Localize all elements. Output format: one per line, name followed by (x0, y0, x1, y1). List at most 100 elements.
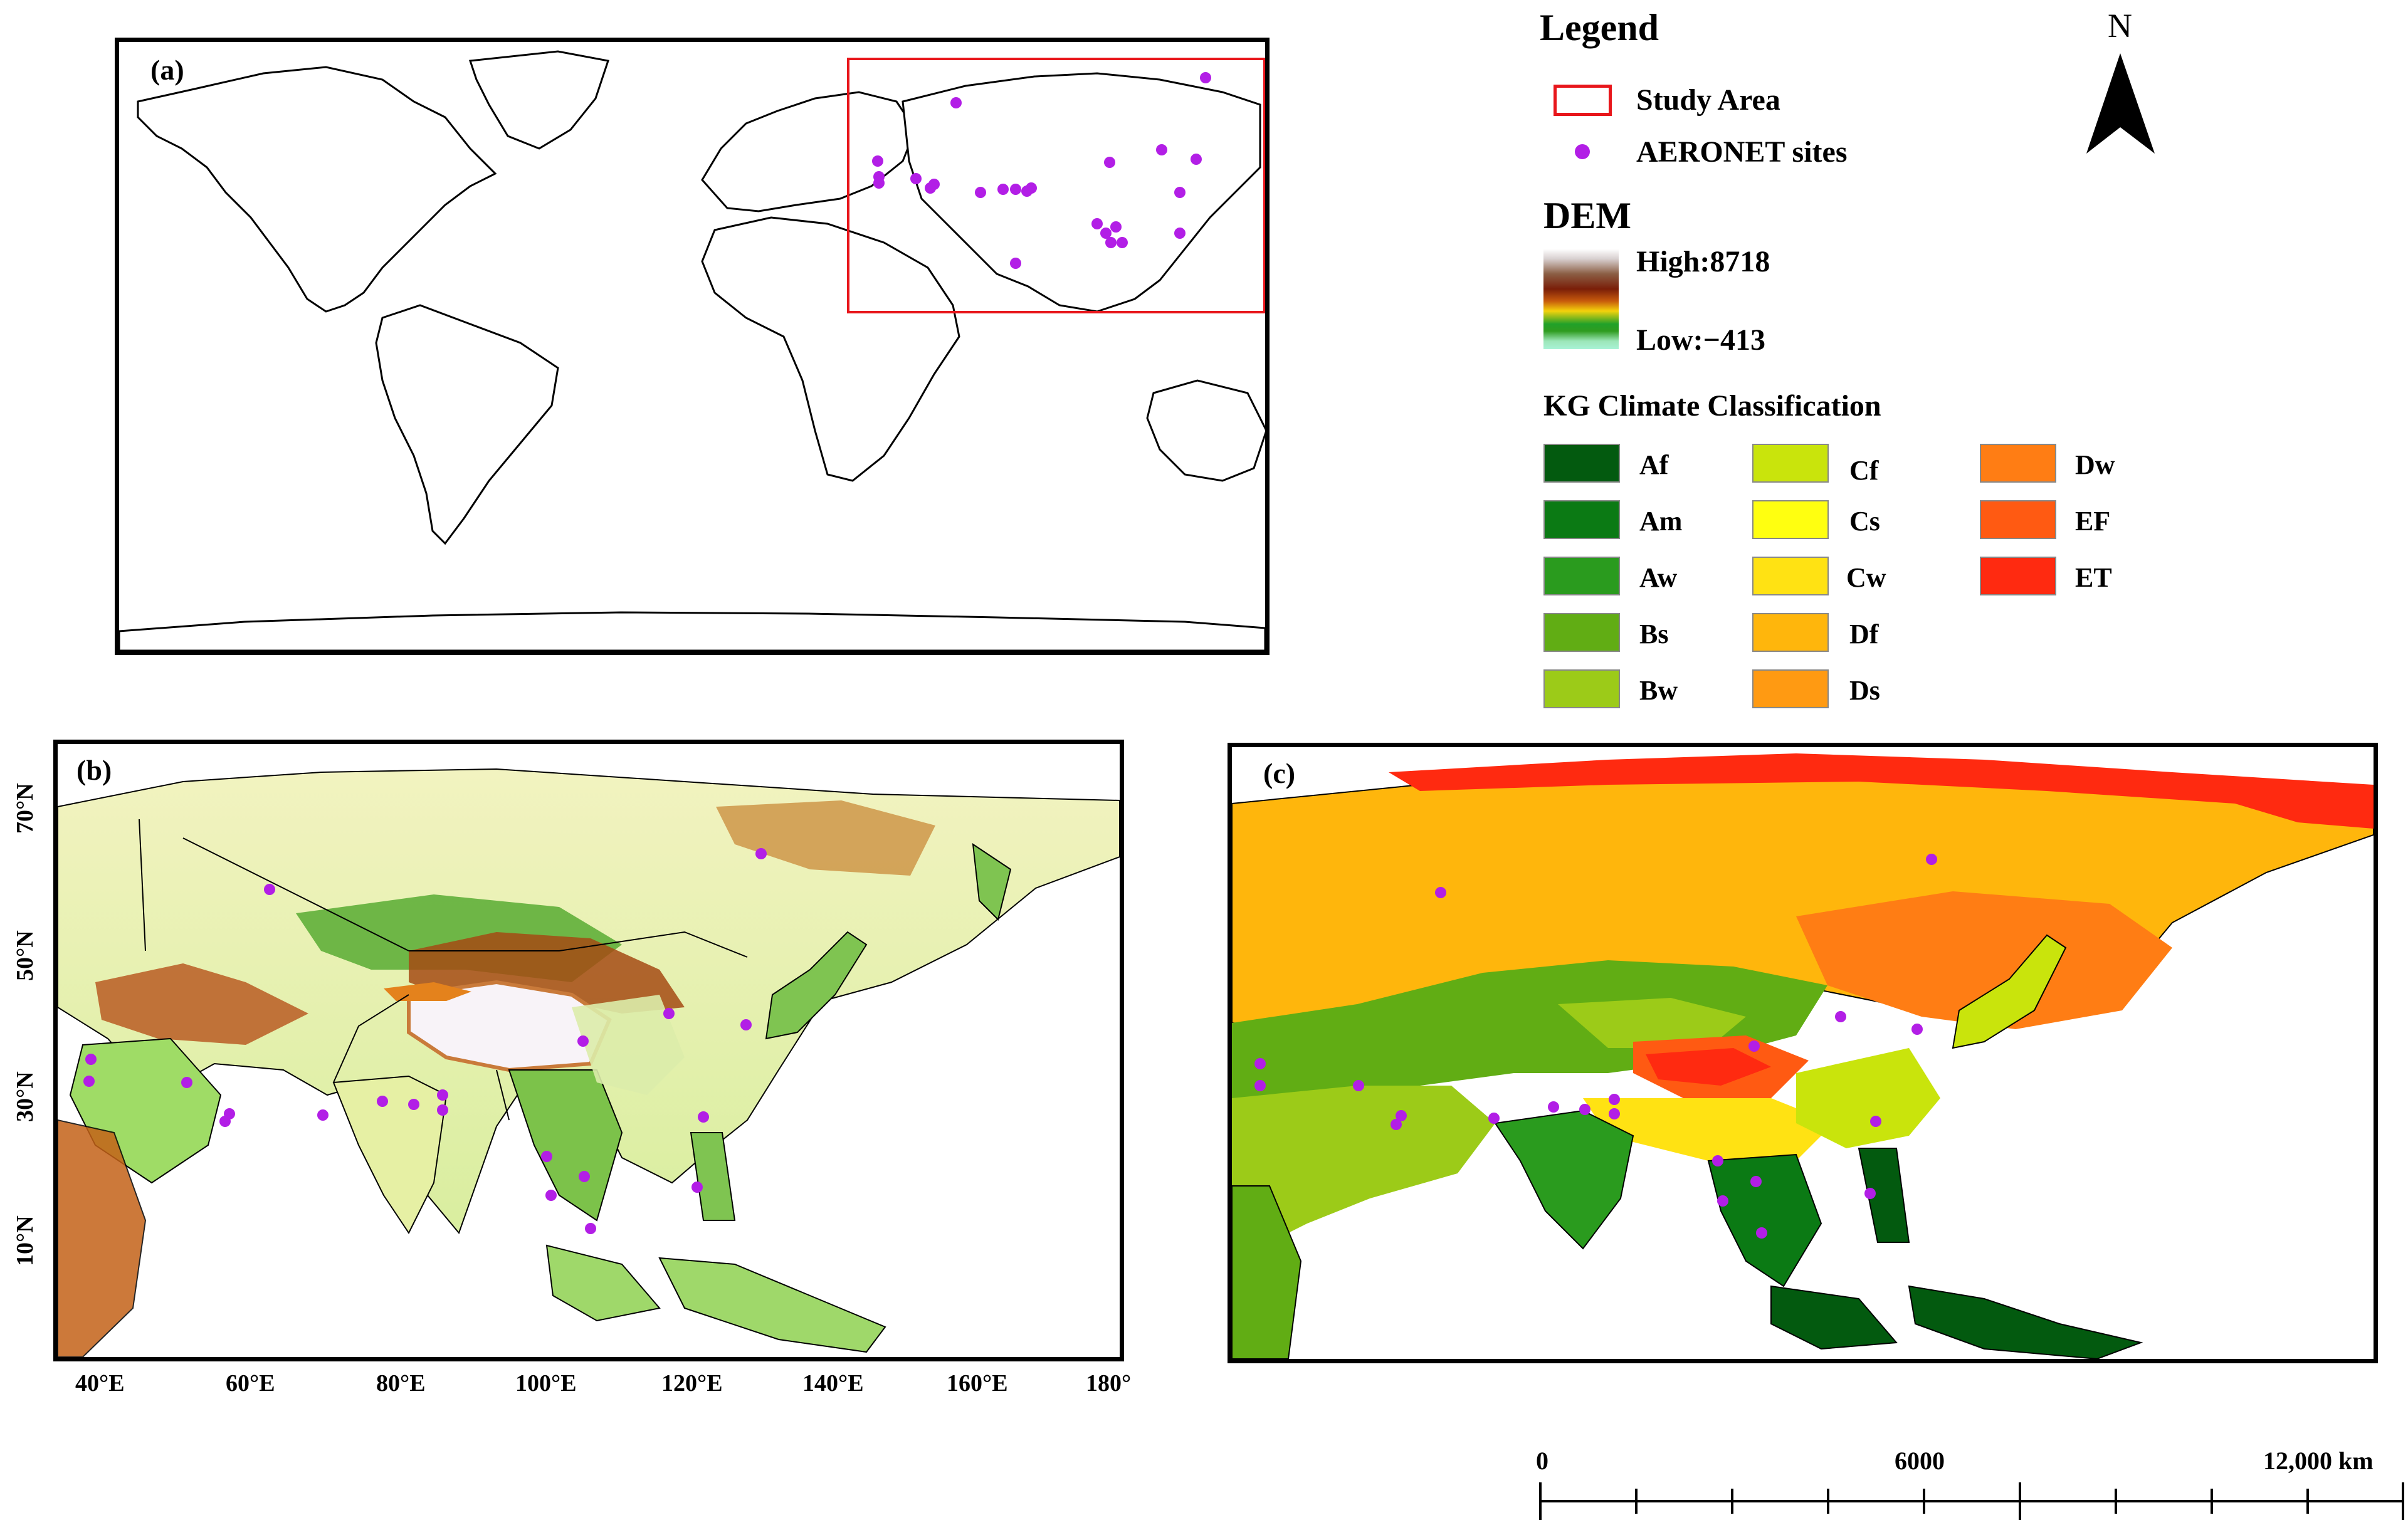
climate-af-indonesia-b (1908, 1285, 2143, 1359)
north-label: N (2108, 7, 2132, 45)
middle-east-mountains (95, 963, 308, 1045)
kg-label-aw: Aw (1639, 562, 1678, 593)
kg-swatch-dw (1980, 444, 2056, 483)
scale-label-0: 0 (1536, 1447, 1548, 1475)
kg-swatch-et (1980, 557, 2056, 595)
panel-b-label: (b) (76, 754, 112, 786)
kg-label-af: Af (1639, 449, 1669, 480)
kg-swatch-bs (1543, 613, 1620, 652)
kg-swatch-aw (1543, 557, 1620, 595)
japan (765, 931, 868, 1040)
study-area-rect (847, 58, 1265, 313)
asia (902, 72, 1261, 313)
climate-aw-india (1494, 1109, 1634, 1250)
dem-low-label: Low:−413 (1636, 323, 1766, 357)
climate-af-indonesia-a (1770, 1285, 1898, 1350)
scale-bar-line (1539, 1482, 2404, 1520)
kg-swatch-am (1543, 500, 1620, 539)
x-tick: 100°E (515, 1370, 577, 1397)
kg-swatch-af (1543, 444, 1620, 483)
climate-bw-central (1558, 998, 1746, 1048)
dem-map-svg (58, 768, 1120, 1357)
kg-label-ef: EF (2075, 506, 2111, 537)
climate-cf (1796, 1048, 1940, 1148)
kg-swatch-bw (1543, 669, 1620, 708)
x-tick: 60°E (226, 1370, 275, 1397)
kg-label-cw: Cw (1846, 562, 1886, 593)
aeronet-swatch (1575, 144, 1590, 159)
climate-et-arctic (1389, 753, 2374, 829)
antarctica (119, 611, 1265, 651)
aeronet-sites-c (1254, 854, 1937, 1239)
kg-label-et: ET (2075, 562, 2112, 593)
study-area-swatch (1554, 85, 1612, 116)
climate-africa (1232, 1185, 1302, 1359)
legend-title: Legend (1540, 7, 1659, 48)
aeronet-sites-a (872, 72, 1211, 269)
kg-swatch-df (1752, 613, 1829, 652)
x-tick: 180° (1086, 1370, 1132, 1397)
south-america (375, 304, 559, 545)
kg-swatch-cw (1752, 557, 1829, 595)
climate-map-svg (1232, 753, 2374, 1359)
kg-swatch-cs (1752, 500, 1829, 539)
kamchatka (972, 842, 1012, 921)
greenland (468, 50, 609, 150)
india (332, 1075, 448, 1234)
africa-horn (58, 1119, 147, 1357)
dem-map-panel: (b) (53, 740, 1124, 1361)
dem-gradient (1543, 249, 1619, 349)
panel-a-label: (a) (150, 54, 184, 86)
east-siberia-mtn (716, 800, 935, 876)
scale-label-6000: 6000 (1895, 1447, 1945, 1475)
scale-label-12000: 12,000 km (2263, 1447, 2374, 1475)
indonesia-a (545, 1244, 661, 1322)
dem-high-label: High:8718 (1636, 245, 1770, 278)
aeronet-label: AERONET sites (1636, 135, 1848, 169)
kg-swatch-ef (1980, 500, 2056, 539)
y-tick: 70°N (12, 783, 38, 834)
kg-label-bw: Bw (1639, 675, 1678, 706)
north-arrow-icon (2086, 53, 2155, 154)
climate-tibet-core (1646, 1048, 1771, 1086)
kg-label-cs: Cs (1849, 506, 1880, 537)
x-tick: 40°E (75, 1370, 125, 1397)
world-continents (119, 50, 1265, 651)
kg-label-df: Df (1849, 619, 1879, 649)
se-asia (508, 1069, 623, 1222)
kg-title: KG Climate Classification (1543, 389, 1881, 422)
world-map-panel: (a) (115, 38, 1270, 655)
climate-dw (1796, 891, 2172, 1029)
y-tick: 10°N (12, 1215, 38, 1266)
world-map-svg (119, 50, 1265, 651)
kg-label-am: Am (1639, 506, 1683, 537)
australia (1146, 379, 1265, 482)
kg-label-ds: Ds (1849, 675, 1880, 706)
panel-c-label: (c) (1263, 757, 1296, 789)
kg-label-cf: Cf (1849, 455, 1879, 486)
climate-cf-japan (1952, 934, 2067, 1049)
philippines (690, 1132, 736, 1221)
study-area-label: Study Area (1636, 83, 1780, 117)
x-tick: 160°E (947, 1370, 1008, 1397)
x-tick: 80°E (376, 1370, 426, 1397)
africa (701, 216, 960, 482)
climate-cw (1583, 1098, 1834, 1161)
kg-label-dw: Dw (2075, 449, 2115, 480)
dem-title: DEM (1543, 195, 1631, 236)
kg-swatch-cf (1752, 444, 1829, 483)
aeronet-sites-b (83, 848, 767, 1234)
x-tick: 120°E (661, 1370, 723, 1397)
x-tick: 140°E (802, 1370, 864, 1397)
climate-bw (1232, 1086, 1495, 1249)
kg-swatch-ds (1752, 669, 1829, 708)
y-tick: 50°N (12, 930, 38, 981)
indonesia-b (658, 1257, 886, 1353)
east-china (572, 995, 685, 1095)
y-tick: 30°N (12, 1071, 38, 1122)
climate-am-se-asia (1707, 1153, 1822, 1287)
kg-label-bs: Bs (1639, 619, 1669, 649)
europe (701, 91, 917, 212)
climate-af-philippines (1858, 1148, 1910, 1243)
north-america (137, 66, 497, 313)
